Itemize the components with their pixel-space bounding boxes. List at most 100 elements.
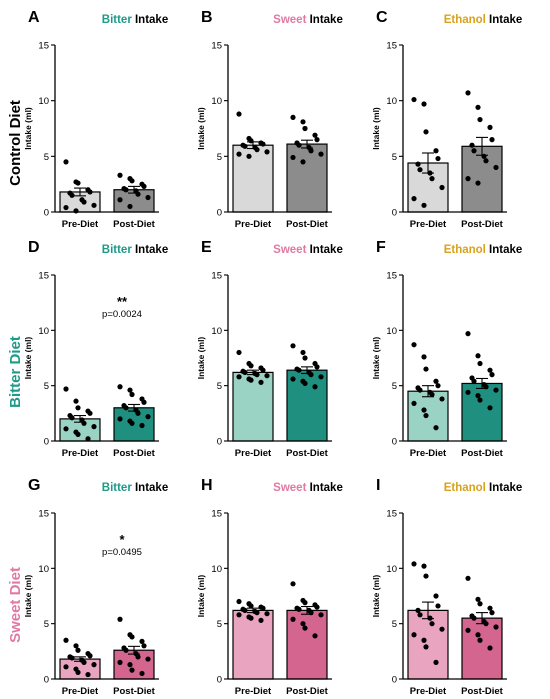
data-point <box>87 653 93 659</box>
y-tick-label: 5 <box>44 152 49 163</box>
data-point <box>248 377 254 383</box>
data-point <box>87 189 93 195</box>
data-point <box>427 615 433 621</box>
x-tick-label: Post-Diet <box>286 686 329 697</box>
data-point <box>433 378 439 384</box>
data-point <box>411 561 417 567</box>
data-point <box>127 203 133 210</box>
panel-title: Ethanol Intake <box>444 482 523 494</box>
data-point <box>475 104 481 110</box>
data-point <box>423 412 429 419</box>
data-point <box>139 670 145 677</box>
y-tick-label: 10 <box>386 96 397 107</box>
data-point <box>411 400 417 406</box>
title-intake: Intake <box>132 244 168 256</box>
data-point <box>123 187 129 193</box>
y-tick-label: 5 <box>392 381 397 392</box>
data-point <box>236 111 242 117</box>
data-point <box>141 399 147 405</box>
panel-i: I Ethanol Intake Intake (ml) Pre-Diet Post-D… <box>371 477 522 697</box>
data-point <box>417 387 423 393</box>
y-tick-label: 15 <box>386 509 397 520</box>
data-point <box>314 604 320 610</box>
data-point <box>302 600 308 606</box>
data-point <box>312 384 318 390</box>
data-point <box>127 387 133 393</box>
data-point <box>477 601 483 607</box>
data-point <box>236 598 242 605</box>
data-point <box>141 643 147 649</box>
data-point <box>489 137 495 143</box>
data-point <box>81 420 87 426</box>
y-tick-label: 0 <box>44 675 49 686</box>
data-point <box>236 349 242 356</box>
y-tick-label: 10 <box>386 564 397 575</box>
panel-title: Bitter Intake <box>102 244 168 256</box>
y-axis-label: Intake (ml) <box>23 575 33 618</box>
data-point <box>296 367 302 373</box>
panel-letter: I <box>376 477 380 494</box>
data-point <box>129 391 135 398</box>
data-point <box>246 153 252 159</box>
x-tick-label: Pre-Diet <box>62 448 99 459</box>
data-point <box>300 349 306 356</box>
data-point <box>141 183 147 189</box>
data-point <box>145 194 151 201</box>
data-point <box>236 374 242 380</box>
data-point <box>314 137 320 143</box>
y-tick-label: 5 <box>217 152 222 163</box>
data-point <box>242 143 248 149</box>
y-tick-label: 5 <box>44 381 49 392</box>
x-tick-label: Pre-Diet <box>235 219 272 230</box>
data-point <box>471 615 477 621</box>
y-tick-label: 15 <box>386 271 397 282</box>
data-point <box>411 632 417 638</box>
data-point <box>145 656 151 662</box>
data-point <box>117 384 123 390</box>
data-point <box>145 414 151 420</box>
data-point <box>258 379 264 385</box>
data-point <box>471 148 477 154</box>
y-axis-label: Intake (ml) <box>371 337 381 380</box>
panel-title: Sweet Intake <box>273 244 343 256</box>
data-point <box>117 197 123 203</box>
y-tick-label: 10 <box>38 96 49 107</box>
data-point <box>433 593 439 599</box>
y-axis-label: Intake (ml) <box>371 575 381 618</box>
data-point <box>435 383 441 389</box>
panel-letter: B <box>201 9 213 26</box>
panel-letter: E <box>201 239 212 256</box>
data-point <box>242 369 248 375</box>
data-point <box>258 617 264 623</box>
panel-letter: A <box>28 9 40 26</box>
panel-letter: F <box>376 239 386 256</box>
data-point <box>290 154 296 161</box>
data-point <box>487 405 493 411</box>
title-intake: Intake <box>486 14 522 26</box>
panel-h: H Sweet Intake Intake (ml) Pre-Diet Post-Die… <box>196 477 343 697</box>
panel-title: Sweet Intake <box>273 14 343 26</box>
y-tick-label: 15 <box>386 41 397 52</box>
panel-letter: D <box>28 239 40 256</box>
y-tick-label: 10 <box>386 326 397 337</box>
data-point <box>127 662 133 668</box>
data-point <box>465 627 471 633</box>
bar <box>286 609 328 680</box>
data-point <box>475 596 481 602</box>
title-tastant: Sweet <box>273 482 306 494</box>
data-point <box>487 367 493 373</box>
title-intake: Intake <box>306 482 342 494</box>
row-label: Bitter Diet <box>7 336 24 408</box>
panel-a: A Bitter Intake Intake (ml) Pre-Diet Post-Di… <box>23 9 168 230</box>
panel-letter: H <box>201 477 213 494</box>
data-point <box>264 373 270 379</box>
data-point <box>75 405 81 411</box>
data-point <box>435 155 441 162</box>
x-tick-label: Post-Diet <box>113 686 156 697</box>
x-tick-label: Pre-Diet <box>235 448 272 459</box>
data-point <box>483 158 489 164</box>
data-point <box>63 637 69 643</box>
data-point <box>264 149 270 155</box>
data-point <box>318 374 324 380</box>
data-point <box>421 407 427 413</box>
